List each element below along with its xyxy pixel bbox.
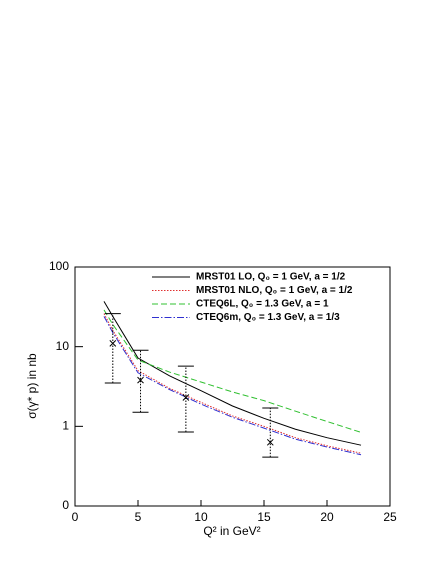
data-point <box>182 394 190 401</box>
legend-label: CTEQ6m, Q₀ = 1.3 GeV, a = 1/3 <box>196 312 340 323</box>
series-line <box>103 316 362 456</box>
series-line <box>103 313 362 454</box>
data-point <box>137 376 144 384</box>
y-tick-label: 10 <box>56 339 70 353</box>
x-tick-label: 15 <box>257 510 271 524</box>
x-axis-label: Q² in GeV² <box>203 524 260 538</box>
x-tick-label: 10 <box>194 510 208 524</box>
x-tick-label: 20 <box>320 510 334 524</box>
legend-label: MRST01 NLO, Q₀ = 1 GeV, a = 1/2 <box>196 285 353 296</box>
y-tick-label: 0 <box>62 498 69 512</box>
plot-frame <box>74 266 391 507</box>
y-axis-label: σ(γ* p) in nb <box>25 353 39 419</box>
x-tick-label: 0 <box>72 510 79 524</box>
y-tick-label: 100 <box>49 259 69 273</box>
series-line <box>103 309 362 433</box>
series-line <box>103 301 362 446</box>
legend-label: CTEQ6L, Q₀ = 1.3 GeV, a = 1 <box>196 299 329 310</box>
legend-label: MRST01 LO, Q₀ = 1 GeV, a = 1/2 <box>196 272 346 283</box>
data-point <box>109 340 117 347</box>
x-tick-label: 25 <box>383 510 397 524</box>
y-tick-label: 1 <box>62 419 69 433</box>
x-tick-label: 5 <box>135 510 142 524</box>
data-point <box>266 438 274 446</box>
